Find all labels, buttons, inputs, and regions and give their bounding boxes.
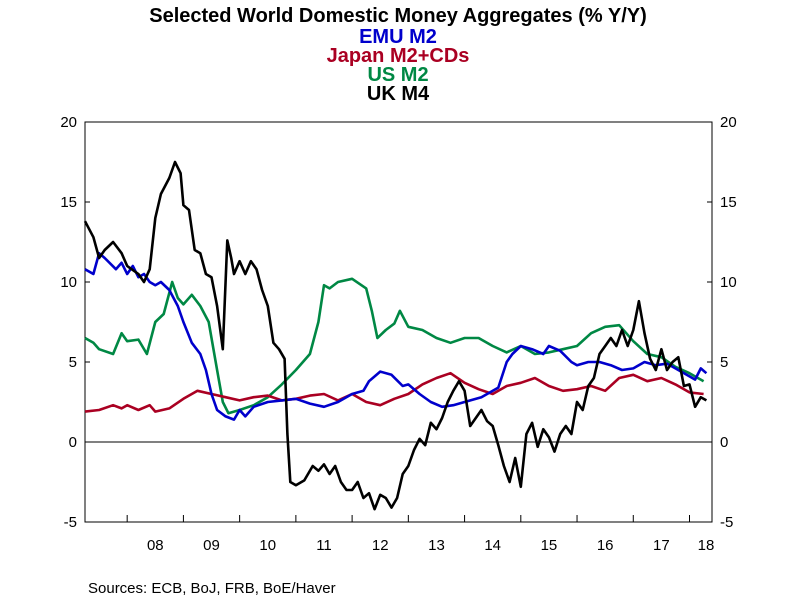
y-tick-label-left: 5 [69,354,77,371]
y-tick-label-right: -5 [720,514,733,531]
legend-entry-us-m2: US M2 [367,64,428,86]
series-group [83,160,708,511]
legend-entry-emu-m2: EMU M2 [359,26,437,48]
legend-entry-japan-m2-cds: Japan M2+CDs [327,45,470,67]
chart-title: Selected World Domestic Money Aggregates… [149,5,647,27]
plot-frame [84,121,713,523]
legend-entry-uk-m4: UK M4 [367,83,430,105]
y-tick-label-left: 10 [60,274,77,291]
series-line-us-m2 [84,277,705,415]
y-tick-label-right: 15 [720,194,737,211]
y-tick-label-left: 15 [60,194,77,211]
x-ticks-group: 08 09 10 11 12 13 14 15 16 17 18 [126,515,715,554]
series-line-japan-m2-cds [84,371,704,413]
x-tick-label: 08 [147,537,164,554]
x-tick-label: 10 [259,537,276,554]
y-ticks-group: -5 -5 0 0 5 5 10 10 15 15 20 20 [60,114,736,531]
x-tick-label: 13 [428,537,445,554]
x-tick-label: 11 [316,537,332,554]
y-tick-label-left: 0 [69,434,77,451]
y-tick-label-right: 0 [720,434,728,451]
x-tick-label: 18 [698,537,715,554]
x-tick-label: 17 [653,537,670,554]
series-line-uk-m4 [83,160,708,511]
y-tick-label-left: -5 [64,514,77,531]
source-note: Sources: ECB, BoJ, FRB, BoE/Haver [88,580,336,597]
y-tick-label-right: 5 [720,354,728,371]
x-tick-label: 14 [484,537,501,554]
x-tick-label: 16 [597,537,614,554]
x-tick-label: 12 [372,537,389,554]
y-tick-label-right: 20 [720,114,737,131]
y-tick-label-right: 10 [720,274,737,291]
y-tick-label-left: 20 [60,114,77,131]
x-tick-label: 15 [541,537,558,554]
x-tick-label: 09 [203,537,220,554]
